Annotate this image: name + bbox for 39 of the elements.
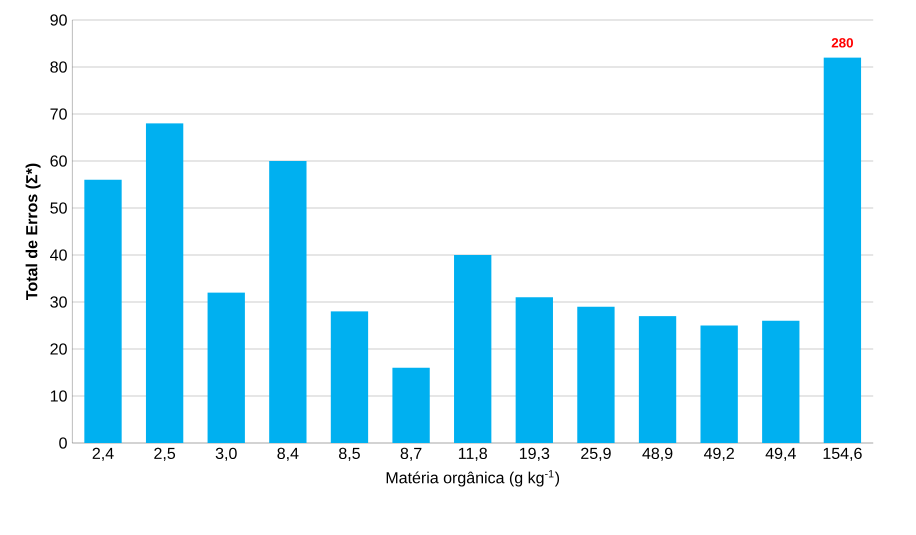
y-tick-label: 70 bbox=[50, 108, 67, 120]
bar bbox=[638, 316, 676, 443]
bar bbox=[392, 368, 430, 443]
y-tick-label: 90 bbox=[50, 14, 67, 26]
bar bbox=[824, 58, 862, 443]
x-tick-label: 154,6 bbox=[824, 448, 862, 461]
x-tick-label: 2,5 bbox=[154, 448, 176, 461]
annotation: 280 bbox=[832, 38, 853, 48]
x-tick-label: 49,4 bbox=[766, 448, 796, 461]
x-tick-label: 11,8 bbox=[458, 448, 487, 461]
y-tick-label: 50 bbox=[50, 202, 67, 214]
bar bbox=[269, 161, 307, 443]
x-tick-label: 8,5 bbox=[339, 448, 360, 461]
y-tick-label: 0 bbox=[59, 437, 67, 449]
bar bbox=[146, 123, 184, 443]
y-tick-label: 30 bbox=[50, 296, 67, 308]
x-tick-label: 8,7 bbox=[400, 448, 422, 461]
bar bbox=[454, 255, 492, 443]
x-tick-label: 2,4 bbox=[92, 448, 114, 461]
bar bbox=[84, 180, 122, 443]
bar bbox=[208, 292, 245, 443]
x-tick-label: 19,3 bbox=[520, 448, 550, 461]
x-tick-label: 3,0 bbox=[216, 448, 237, 461]
y-axis-title: Total de Erros (Σ*) bbox=[26, 164, 41, 300]
y-tick-label: 80 bbox=[50, 61, 67, 73]
y-tick-label: 20 bbox=[50, 343, 67, 355]
bar bbox=[762, 320, 800, 443]
y-tick-label: 10 bbox=[50, 390, 67, 402]
bar bbox=[330, 311, 368, 443]
x-tick-label: 48,9 bbox=[642, 448, 672, 461]
x-tick-label: 25,9 bbox=[581, 448, 611, 461]
x-axis-title: Matéria orgânica (g kg$^{-1}$) bbox=[386, 470, 560, 487]
bar bbox=[516, 297, 553, 443]
x-tick-label: 8,4 bbox=[277, 448, 298, 461]
bar bbox=[700, 326, 738, 443]
y-tick-label: 60 bbox=[50, 155, 67, 167]
x-tick-label: 49,2 bbox=[704, 448, 734, 461]
bar bbox=[577, 306, 615, 443]
y-tick-label: 40 bbox=[50, 249, 67, 261]
